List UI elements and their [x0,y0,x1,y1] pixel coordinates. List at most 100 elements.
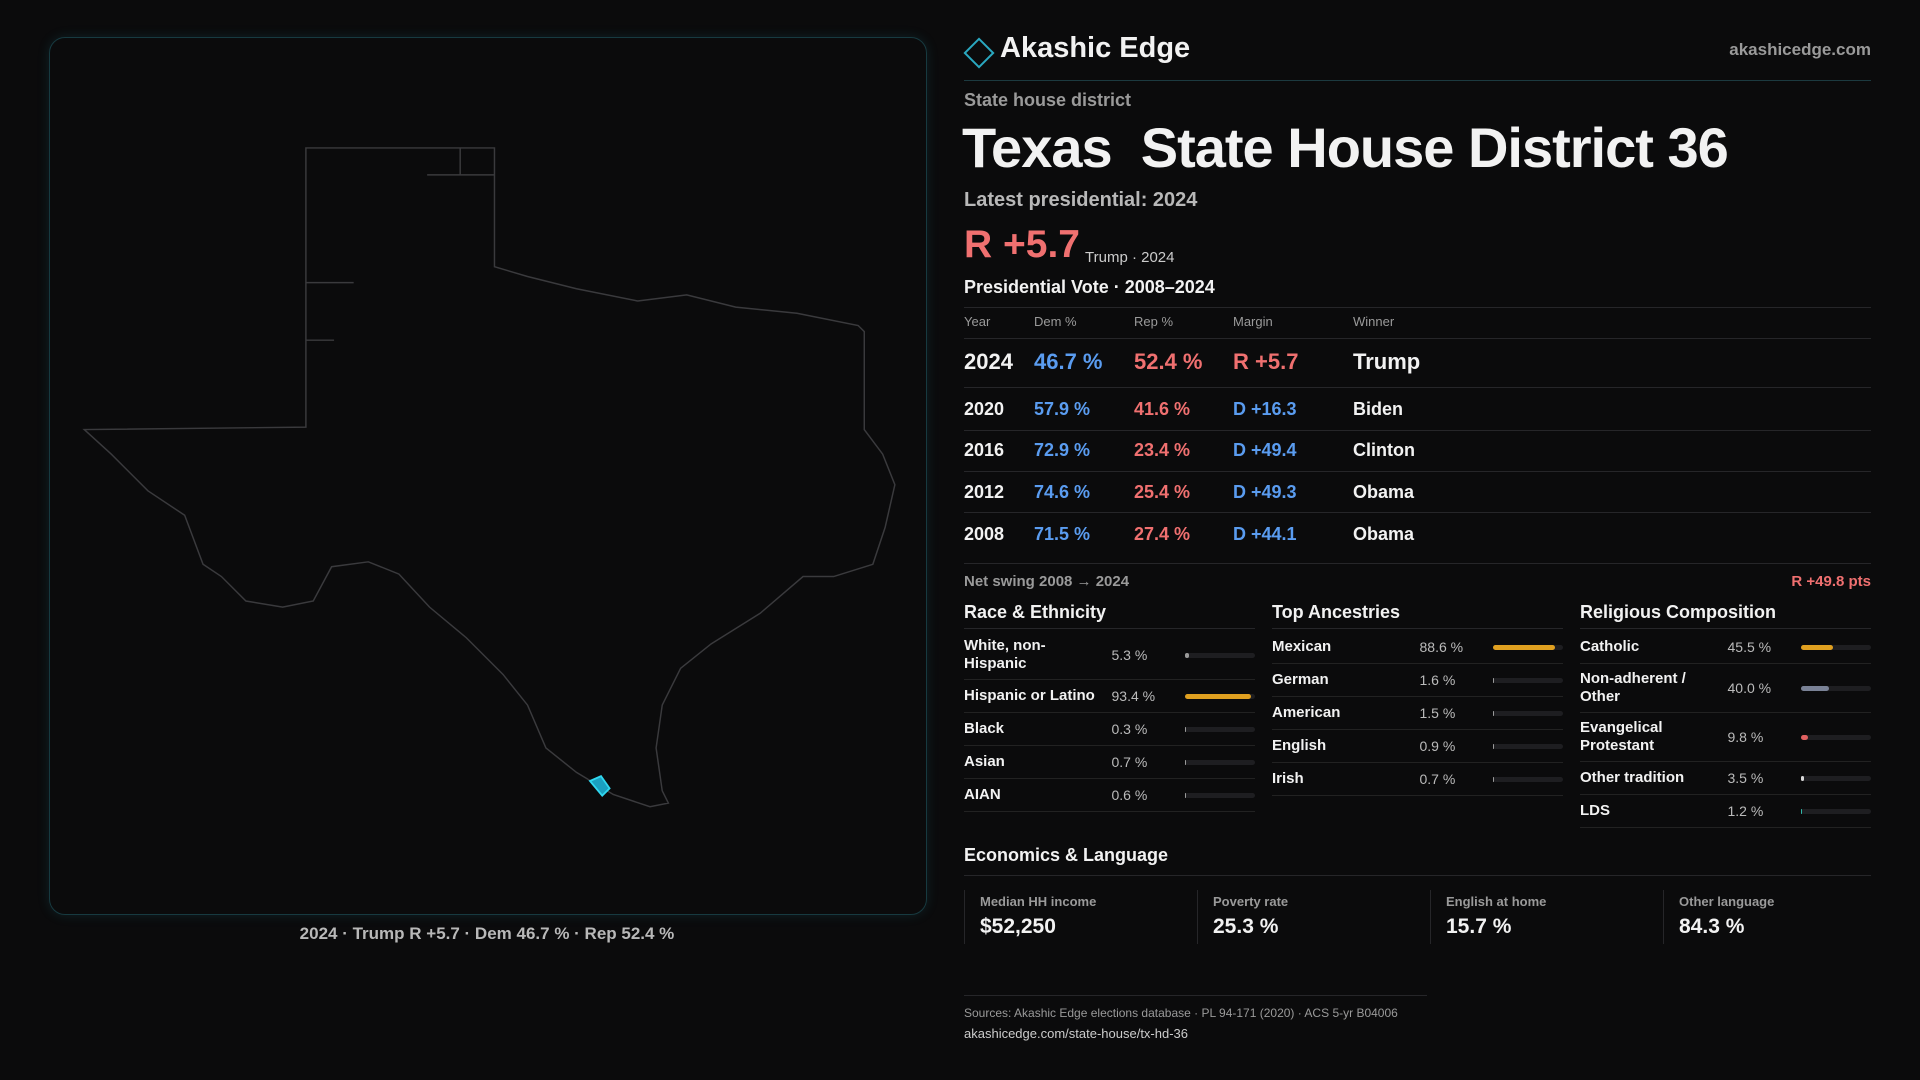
demo-value: 5.3 % [1111,647,1148,663]
demo-row: Mexican 88.6 % [1272,631,1563,664]
econ-label: English at home [1446,894,1547,909]
bar-track [1801,644,1871,650]
bar [1801,734,1809,740]
bar [1493,677,1495,683]
demo-name: Evangelical Protestant [1580,719,1663,754]
demo-value: 0.3 % [1111,721,1148,737]
map-caption: 2024 · Trump R +5.7 · Dem 46.7 % · Rep 5… [299,924,675,943]
vote-cell: 2008 [964,524,1005,544]
bar-track [1801,808,1871,814]
econ-item: Poverty rate 25.3 % [1197,890,1429,944]
demo-name: Irish [1272,770,1304,787]
demo-row: American 1.5 % [1272,697,1563,730]
vote-cell: Clinton [1353,440,1415,460]
vote-cell: 57.9 % [1034,399,1091,419]
bar-track [1493,644,1563,650]
state-outline [82,147,896,808]
district-kind: State house district [964,90,1132,110]
vote-cell: 2016 [964,440,1005,460]
demo-name: Hispanic or Latino [964,687,1095,704]
vote-cell: 23.4 % [1134,440,1191,460]
vote-cell: 27.4 % [1134,524,1191,544]
demo-name: American [1272,704,1341,721]
demo-value: 45.5 % [1727,639,1772,655]
demo-value: 93.4 % [1111,688,1156,704]
bar [1801,775,1804,781]
vote-cell: R +5.7 [1233,349,1299,374]
demo-row: Other tradition 3.5 % [1580,762,1871,795]
demo-value: 9.8 % [1727,729,1764,745]
demo-value: 1.5 % [1419,705,1456,721]
divider [964,995,1427,996]
demo-row: Evangelical Protestant 9.8 % [1580,713,1871,762]
econ-value: 84.3 % [1679,915,1745,938]
vote-cell: D +49.4 [1233,440,1297,460]
demo-value: 40.0 % [1727,680,1772,696]
demo-section: Race & Ethnicity White, non-Hispanic 5.3 %… [964,602,1255,812]
demo-row: Asian 0.7 % [964,746,1255,779]
divider [964,307,1871,308]
divider [964,875,1871,876]
bar [1185,652,1189,658]
vote-cell: 2024 [964,349,1013,374]
demo-row: English 0.9 % [1272,730,1563,763]
demo-name: Other tradition [1580,769,1685,786]
vote-cell: Obama [1353,482,1415,502]
econ-value: 15.7 % [1446,915,1512,938]
demo-name: Catholic [1580,638,1640,655]
brand: Akashic Edge [1000,32,1191,64]
econ-label: Median HH income [980,894,1097,909]
section-title: Religious Composition [1580,602,1871,629]
demo-row: German 1.6 % [1272,664,1563,697]
column-header: Year [964,314,991,329]
divider [964,563,1871,564]
bar [1493,743,1494,749]
demo-row: Catholic 45.5 % [1580,631,1871,664]
bar [1801,644,1834,650]
demo-value: 1.2 % [1727,803,1764,819]
bar-track [1801,734,1871,740]
demo-name: Black [964,720,1005,737]
demo-value: 0.7 % [1111,754,1148,770]
bar-track [1185,693,1255,699]
margin-note: Trump · 2024 [1085,249,1175,266]
demo-value: 3.5 % [1727,770,1764,786]
econ-value: 25.3 % [1213,915,1279,938]
bar [1185,693,1251,699]
votes-title: Presidential Vote · 2008–2024 [964,277,1215,297]
demo-name: German [1272,671,1329,688]
divider [964,387,1871,388]
demo-value: 1.6 % [1419,672,1456,688]
vote-cell: 46.7 % [1034,349,1103,374]
demo-row: LDS 1.2 % [1580,795,1871,828]
bar [1493,644,1556,650]
demo-row: Irish 0.7 % [1272,763,1563,796]
demo-name: White, non-Hispanic [964,637,1046,672]
bar [1801,808,1803,814]
bar-track [1493,677,1563,683]
econ-title: Economics & Language [964,845,1169,865]
demo-name: AIAN [964,786,1001,803]
econ-item: Median HH income $52,250 [964,890,1196,944]
vote-cell: Biden [1353,399,1404,419]
vote-cell: 71.5 % [1034,524,1091,544]
vote-cell: 74.6 % [1034,482,1091,502]
logo [963,37,995,69]
column-header: Winner [1353,314,1395,329]
vote-cell: D +49.3 [1233,482,1297,502]
econ-label: Poverty rate [1213,894,1289,909]
vote-cell: 52.4 % [1134,349,1203,374]
latest: Latest presidential: 2024 [964,189,1198,211]
demo-name: English [1272,737,1327,754]
vote-cell: Trump [1353,349,1421,374]
sources: Sources: Akashic Edge elections database… [964,1006,1398,1020]
vote-cell: D +16.3 [1233,399,1297,419]
vote-cell: 2020 [964,399,1005,419]
vote-cell: 2012 [964,482,1005,502]
vote-cell: D +44.1 [1233,524,1297,544]
demo-name: Non-adherent / Other [1580,670,1686,705]
section-title: Race & Ethnicity [964,602,1255,629]
bar-track [1493,710,1563,716]
divider [964,430,1871,431]
bar-track [1493,776,1563,782]
